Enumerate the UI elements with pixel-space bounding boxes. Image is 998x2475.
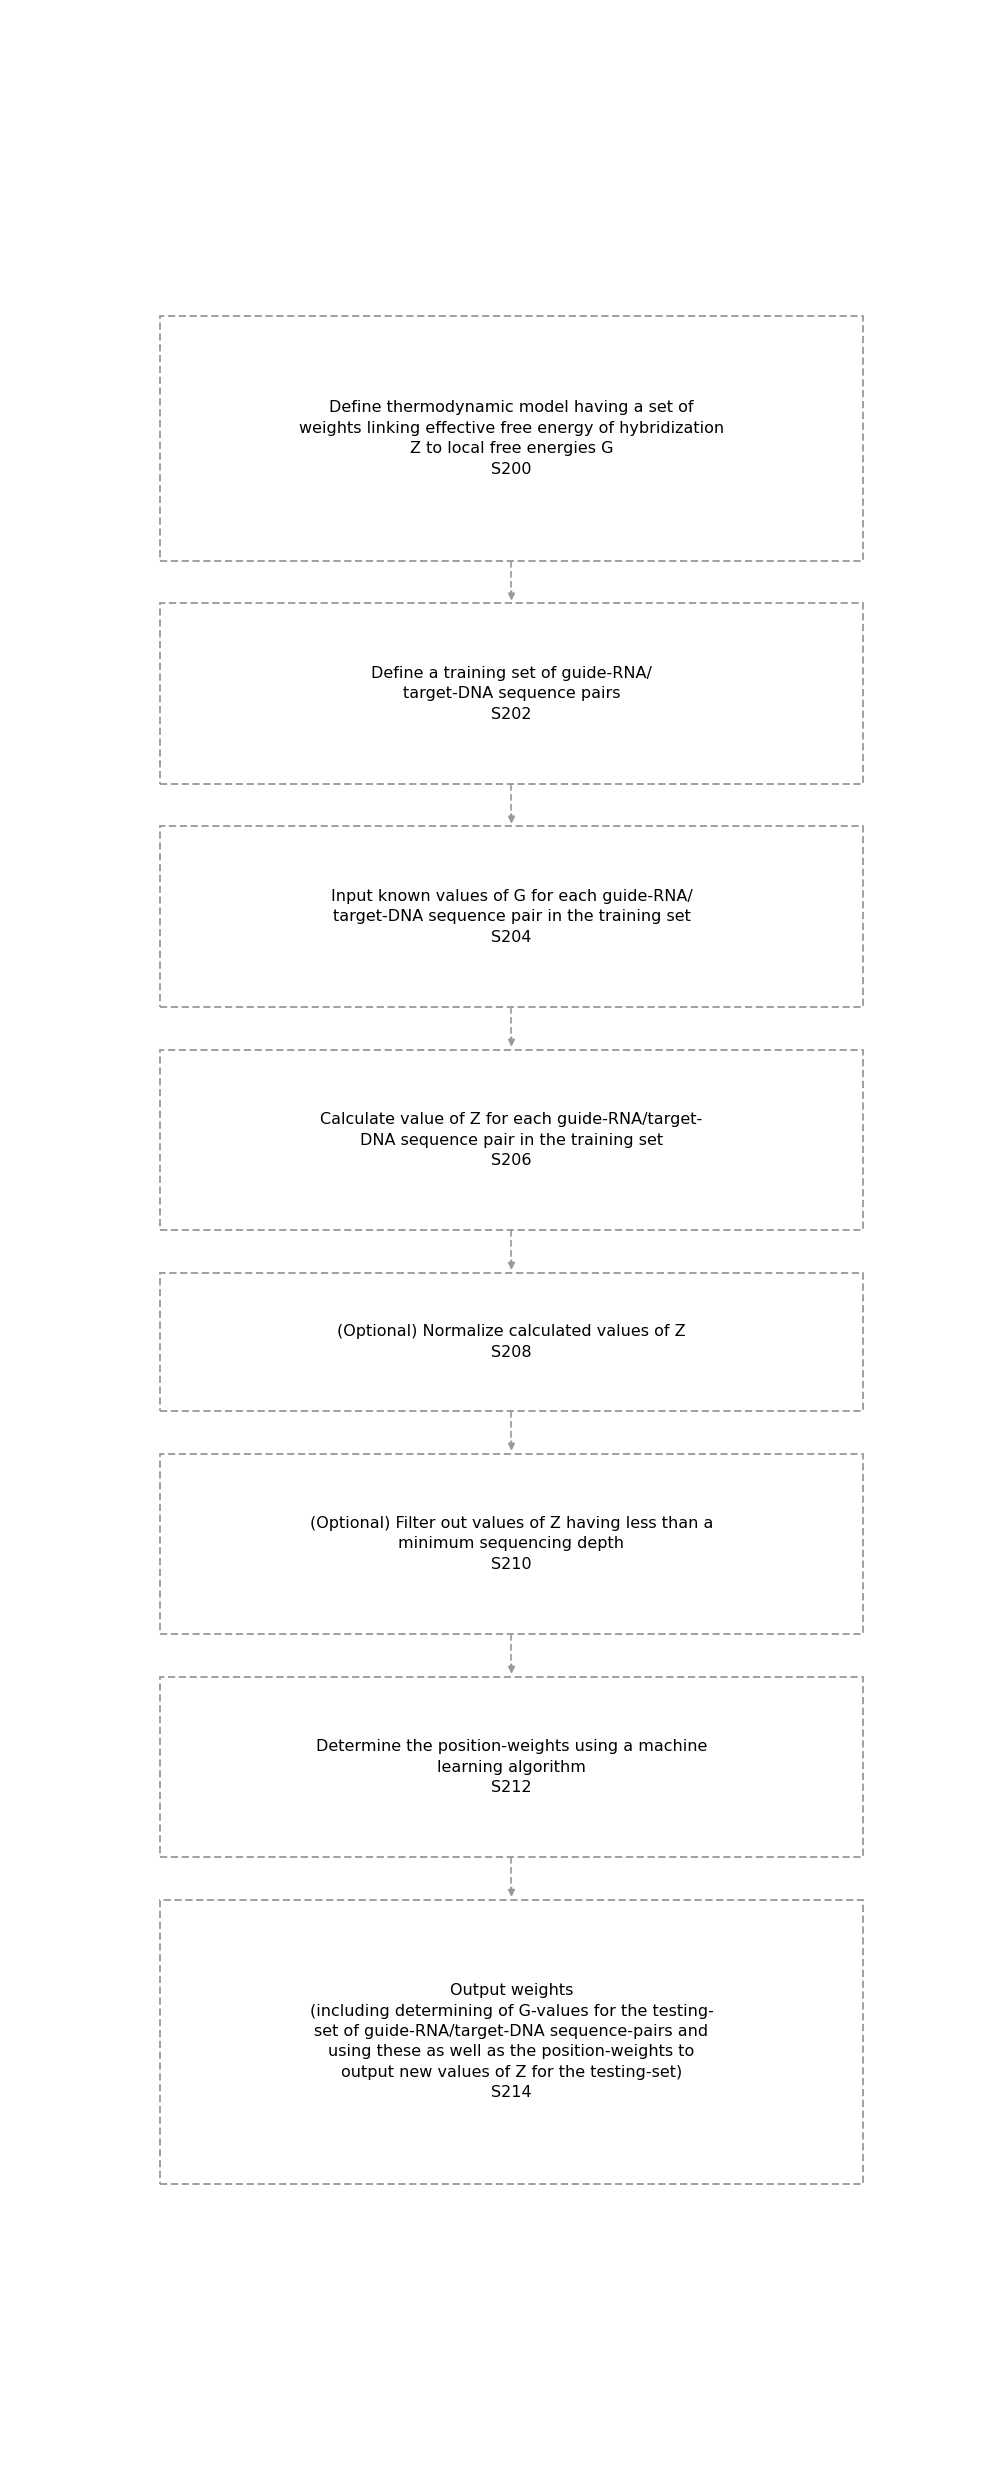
Text: Calculate value of Z for each guide-RNA/target-
DNA sequence pair in the trainin: Calculate value of Z for each guide-RNA/… bbox=[320, 1111, 703, 1168]
Bar bbox=[160, 1676, 863, 1859]
Bar bbox=[160, 1049, 863, 1230]
Text: (Optional) Normalize calculated values of Z
S208: (Optional) Normalize calculated values o… bbox=[337, 1324, 686, 1359]
Text: Input known values of G for each guide-RNA/
target-DNA sequence pair in the trai: Input known values of G for each guide-R… bbox=[330, 889, 693, 945]
Bar bbox=[160, 604, 863, 785]
Text: Determine the position-weights using a machine
learning algorithm
S212: Determine the position-weights using a m… bbox=[315, 1740, 708, 1794]
Bar bbox=[160, 1453, 863, 1634]
Bar bbox=[160, 1272, 863, 1411]
Text: Define thermodynamic model having a set of
weights linking effective free energy: Define thermodynamic model having a set … bbox=[299, 401, 724, 478]
Text: Output weights
(including determining of G-values for the testing-
set of guide-: Output weights (including determining of… bbox=[309, 1982, 714, 2101]
Text: Define a training set of guide-RNA/
target-DNA sequence pairs
S202: Define a training set of guide-RNA/ targ… bbox=[371, 666, 652, 723]
Bar bbox=[160, 827, 863, 1007]
Bar bbox=[160, 317, 863, 562]
Text: (Optional) Filter out values of Z having less than a
minimum sequencing depth
S2: (Optional) Filter out values of Z having… bbox=[309, 1517, 714, 1572]
Bar bbox=[160, 1901, 863, 2183]
